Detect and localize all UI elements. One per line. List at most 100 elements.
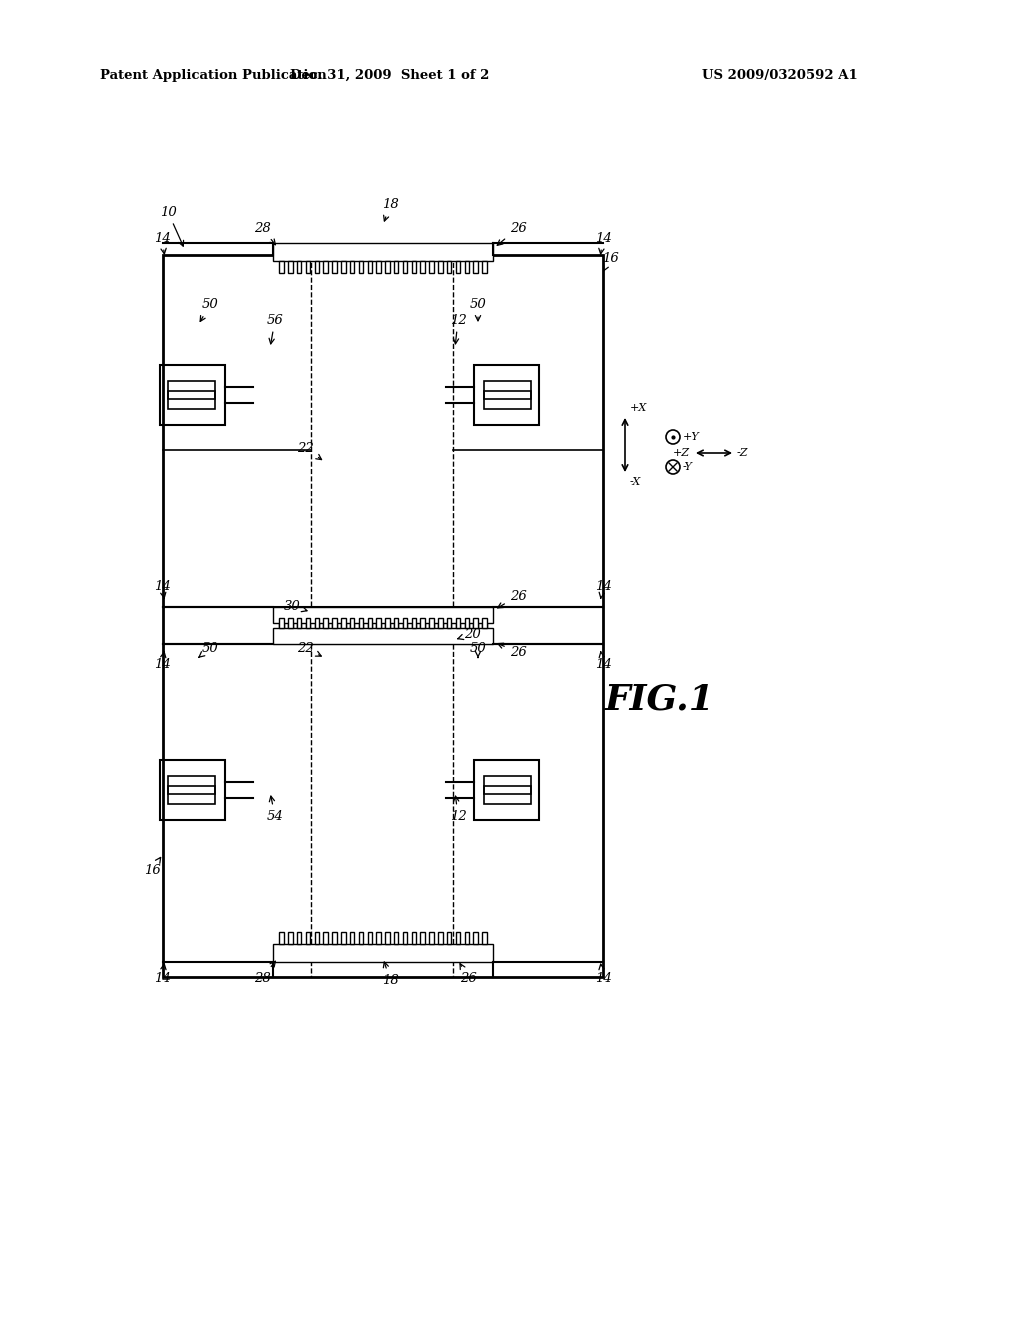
Bar bbox=[421, 261, 425, 273]
Text: 28: 28 bbox=[254, 222, 275, 244]
Text: 20: 20 bbox=[458, 627, 480, 640]
Text: 14: 14 bbox=[154, 964, 170, 985]
Bar bbox=[341, 623, 345, 634]
Bar bbox=[160, 760, 225, 820]
Bar bbox=[438, 932, 442, 944]
Bar bbox=[288, 932, 293, 944]
Text: 12: 12 bbox=[450, 796, 466, 822]
Text: 50: 50 bbox=[199, 642, 218, 657]
Bar bbox=[465, 932, 469, 944]
Text: 50: 50 bbox=[200, 298, 218, 322]
Bar bbox=[456, 618, 460, 628]
Bar bbox=[412, 623, 416, 634]
Bar bbox=[324, 932, 328, 944]
Bar bbox=[368, 932, 372, 944]
Bar bbox=[446, 623, 452, 634]
Bar bbox=[438, 623, 442, 634]
Bar bbox=[385, 623, 389, 634]
Text: 18: 18 bbox=[382, 198, 398, 220]
Bar bbox=[163, 255, 603, 977]
Bar bbox=[394, 261, 398, 273]
Bar bbox=[412, 618, 416, 628]
Bar bbox=[341, 618, 345, 628]
Bar bbox=[484, 381, 531, 399]
Text: Dec. 31, 2009  Sheet 1 of 2: Dec. 31, 2009 Sheet 1 of 2 bbox=[291, 69, 489, 82]
Text: +X: +X bbox=[630, 403, 647, 413]
Bar bbox=[324, 261, 328, 273]
Bar bbox=[402, 261, 408, 273]
Text: 14: 14 bbox=[595, 579, 611, 598]
Bar bbox=[358, 932, 364, 944]
Text: +Z: +Z bbox=[673, 447, 690, 458]
Bar bbox=[412, 261, 416, 273]
Bar bbox=[341, 932, 345, 944]
Bar bbox=[168, 776, 215, 795]
Bar bbox=[429, 932, 434, 944]
Text: 22: 22 bbox=[297, 642, 322, 656]
Bar bbox=[168, 381, 215, 399]
Bar bbox=[473, 618, 478, 628]
Bar bbox=[314, 618, 319, 628]
Bar bbox=[350, 618, 354, 628]
Text: 26: 26 bbox=[498, 590, 526, 609]
Bar bbox=[368, 618, 372, 628]
Bar bbox=[482, 932, 486, 944]
Bar bbox=[314, 932, 319, 944]
Text: 14: 14 bbox=[595, 231, 611, 253]
Bar bbox=[446, 261, 452, 273]
Bar bbox=[482, 261, 486, 273]
Text: 56: 56 bbox=[266, 314, 284, 345]
Text: 18: 18 bbox=[382, 962, 398, 986]
Text: FIG.1: FIG.1 bbox=[605, 682, 715, 717]
Text: 14: 14 bbox=[154, 231, 170, 253]
Bar bbox=[484, 776, 531, 795]
Bar bbox=[394, 618, 398, 628]
Text: 14: 14 bbox=[154, 652, 170, 671]
Text: 26: 26 bbox=[498, 222, 526, 246]
Bar bbox=[456, 932, 460, 944]
Text: -X: -X bbox=[630, 477, 641, 487]
Bar bbox=[421, 618, 425, 628]
Bar bbox=[456, 623, 460, 634]
Bar bbox=[474, 366, 539, 425]
Bar bbox=[438, 618, 442, 628]
Bar bbox=[421, 623, 425, 634]
Bar bbox=[377, 261, 381, 273]
Text: 22: 22 bbox=[297, 441, 322, 459]
Bar bbox=[280, 932, 284, 944]
Text: -Y: -Y bbox=[683, 462, 693, 473]
Bar bbox=[350, 623, 354, 634]
Circle shape bbox=[666, 430, 680, 444]
Bar bbox=[273, 243, 493, 261]
Bar bbox=[377, 618, 381, 628]
Bar bbox=[288, 261, 293, 273]
Bar bbox=[465, 623, 469, 634]
Text: US 2009/0320592 A1: US 2009/0320592 A1 bbox=[702, 69, 858, 82]
Text: 50: 50 bbox=[470, 298, 486, 321]
Bar bbox=[482, 623, 486, 634]
Text: 12: 12 bbox=[450, 314, 466, 343]
Bar bbox=[446, 932, 452, 944]
Bar bbox=[324, 618, 328, 628]
Bar bbox=[273, 944, 493, 962]
Bar bbox=[465, 261, 469, 273]
Bar bbox=[377, 932, 381, 944]
Bar bbox=[314, 623, 319, 634]
Bar bbox=[288, 623, 293, 634]
Bar bbox=[473, 261, 478, 273]
Text: 26: 26 bbox=[460, 964, 476, 985]
Bar bbox=[280, 261, 284, 273]
Bar bbox=[297, 261, 301, 273]
Bar bbox=[358, 623, 364, 634]
Bar bbox=[324, 623, 328, 634]
Bar bbox=[160, 366, 225, 425]
Bar bbox=[402, 932, 408, 944]
Bar bbox=[306, 261, 310, 273]
Bar bbox=[306, 618, 310, 628]
Bar bbox=[368, 623, 372, 634]
Bar bbox=[465, 618, 469, 628]
Text: 16: 16 bbox=[602, 252, 618, 271]
Bar bbox=[421, 932, 425, 944]
Bar bbox=[446, 618, 452, 628]
Text: 26: 26 bbox=[498, 643, 526, 659]
